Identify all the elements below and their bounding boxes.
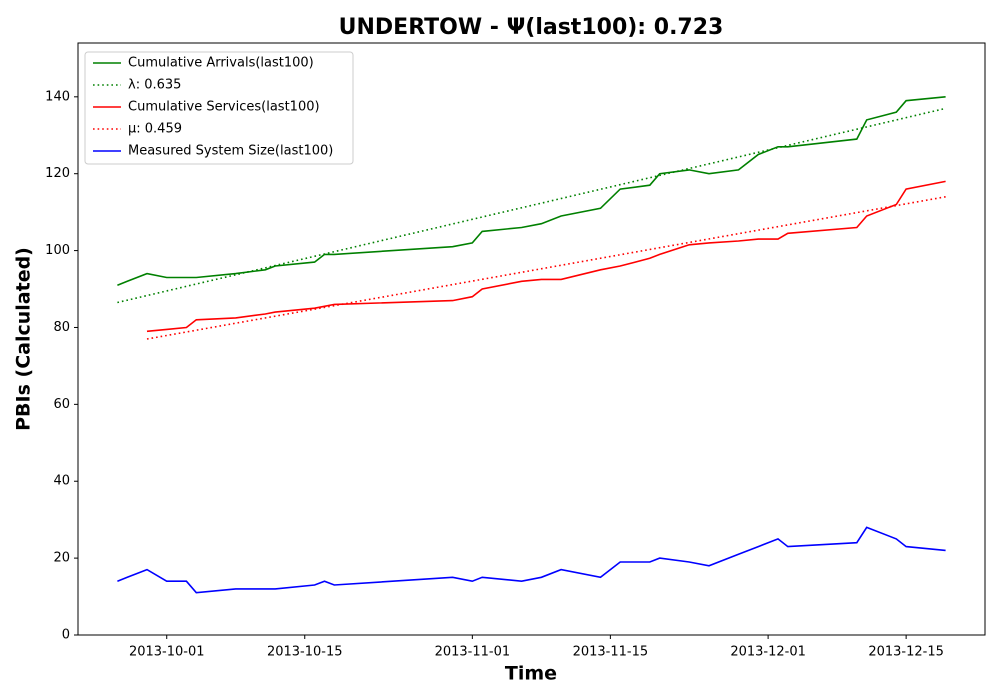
y-axis-label: PBIs (Calculated): [13, 247, 35, 431]
x-tick-label: 2013-11-01: [435, 645, 511, 660]
legend-label: Measured System Size(last100): [128, 144, 333, 159]
legend-box: [84, 51, 354, 165]
series-line: [117, 107, 946, 304]
y-tick-label: 0: [62, 628, 70, 643]
plot-frame: [77, 42, 986, 636]
legend-label: μ: 0.459: [128, 122, 182, 137]
y-tick-label: 40: [53, 474, 70, 489]
x-tick-label: 2013-10-01: [129, 645, 205, 660]
series-line: [146, 180, 946, 333]
x-axis-label: Time: [505, 663, 557, 685]
y-tick-label: 20: [53, 551, 70, 566]
y-tick-label: 60: [53, 397, 70, 412]
series-line: [146, 196, 946, 340]
y-tick-label: 100: [45, 243, 70, 258]
x-tick-label: 2013-12-01: [730, 645, 806, 660]
legend-label: Cumulative Arrivals(last100): [128, 56, 314, 71]
y-tick-label: 80: [53, 320, 70, 335]
y-tick-label: 140: [45, 89, 70, 104]
chart-title: UNDERTOW - Ψ(last100): 0.723: [339, 15, 724, 40]
series-line: [117, 526, 946, 594]
legend-label: Cumulative Services(last100): [128, 100, 320, 115]
y-tick-label: 120: [45, 166, 70, 181]
series-line: [117, 96, 946, 286]
legend-label: λ: 0.635: [128, 78, 181, 93]
x-tick-label: 2013-12-15: [868, 645, 944, 660]
x-tick-label: 2013-11-15: [573, 645, 649, 660]
x-tick-label: 2013-10-15: [267, 645, 343, 660]
